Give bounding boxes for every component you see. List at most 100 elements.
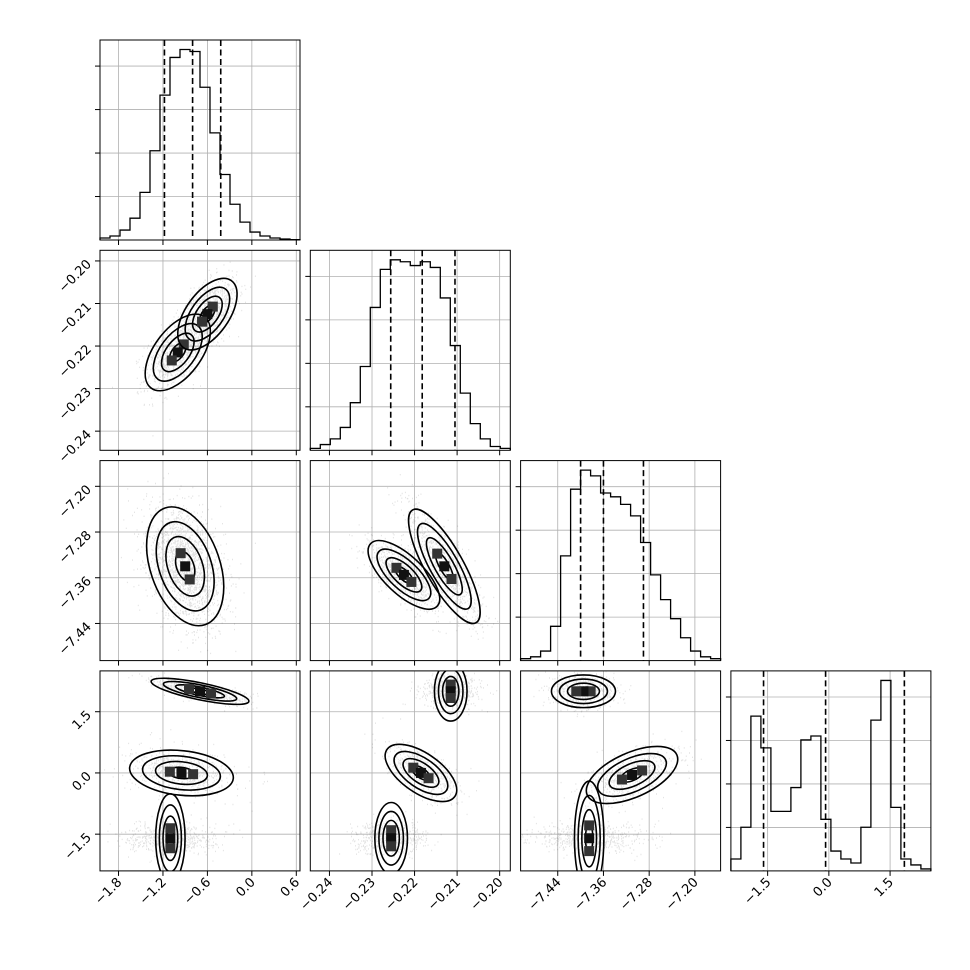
xaxis-2-tick-label-2: −7.28 [617, 875, 656, 914]
hist-0-frame [99, 39, 301, 241]
pair-2-3-mode-0-level-2 [566, 682, 601, 701]
hist-panel-3 [725, 670, 932, 872]
pair-1-2-mode-1-level-0 [407, 508, 481, 625]
pair-0-2-mode-0-peak-0 [175, 548, 186, 559]
pair-0-3-mode-2-peak-1 [165, 833, 176, 844]
pair-1-3-mode-0-peak-2 [445, 693, 456, 704]
xaxis-0-tick-label-1: −1.2 [137, 875, 170, 908]
xaxis-3-tick-label-0: −1.5 [742, 875, 775, 908]
pair-1-3-mode-0-peak-0 [445, 679, 456, 690]
xaxis-2-tick-label-3: −7.20 [663, 875, 702, 914]
pair-1-3-mode-0-peak-1 [445, 686, 456, 697]
pair-1-2-samples [339, 474, 499, 640]
pair-0-3-mode-0-peak-1 [195, 686, 205, 697]
pair-0-1-mode-1-peak-1 [202, 309, 213, 320]
hist-2-frame [520, 460, 722, 662]
pair-0-1-mode-0-peak-1 [172, 347, 183, 358]
pair-1-2-mode-1-peak-2 [446, 574, 457, 585]
pair-1-2-mode-0-level-1 [376, 548, 432, 602]
pair-2-3-mode-2-peak-0 [584, 820, 595, 831]
pair-0-3-mode-0-level-1 [162, 680, 238, 702]
pair-0-2-content [120, 472, 256, 655]
pair-1-2-mode-1-level-1 [416, 522, 472, 610]
xaxis-1-tick-label-1: −0.23 [340, 875, 379, 914]
yaxis-1-tick-label-1: −0.23 [56, 385, 95, 424]
pair-0-1-mode-0-peak-2 [166, 355, 177, 366]
hist-3-bars [730, 679, 932, 871]
pair-2-3-mode-1-level-1 [596, 752, 668, 798]
pair-1-3-content [339, 670, 498, 871]
pair-0-1-panel [99, 249, 301, 451]
pair-0-2-panel [99, 460, 301, 662]
xaxis-1-tick-label-4: −0.20 [468, 875, 507, 914]
yaxis-3-tick-label-0: −1.5 [62, 830, 95, 863]
pair-0-2-mode-0-peak-1 [180, 561, 191, 572]
pair-2-3-mode-2-level-0 [573, 780, 605, 871]
yaxis-3-tick-label-2: 1.5 [70, 708, 95, 733]
pair-0-3-mode-1-level-0 [128, 749, 235, 797]
pair-0-2-mode-0-level-1 [155, 520, 215, 612]
yaxis-1-tick-label-3: −0.21 [56, 300, 95, 339]
pair-1-2-mode-0-peak-1 [398, 569, 409, 580]
pair-2-3-mode-1-peak-1 [627, 769, 638, 780]
xaxis-1-tick-label-0: −0.24 [297, 875, 336, 914]
pair-0-3-mode-2-level-1 [158, 804, 183, 871]
pair-2-3-mode-0-peak-1 [578, 686, 589, 697]
pair-0-1-frame [99, 249, 301, 451]
xaxis-0-tick-label-4: 0.6 [278, 875, 303, 900]
pair-0-3-mode-1-level-1 [141, 754, 222, 791]
pair-1-3-mode-1-level-1 [393, 750, 449, 796]
pair-0-1-mode-1-level-0 [176, 277, 238, 351]
pair-2-3-mode-2-level-2 [581, 808, 598, 868]
pair-2-3-frame [520, 670, 722, 872]
pair-0-3-mode-1-peak-0 [164, 766, 175, 777]
pair-2-3-mode-2-peak-1 [584, 833, 595, 844]
xaxis-1-tick-label-3: −0.21 [425, 875, 464, 914]
pair-1-2-frame [309, 460, 511, 662]
pair-1-2-mode-0-peak-2 [406, 576, 417, 587]
xaxis-0-tick-label-3: 0.0 [233, 875, 258, 900]
pair-1-2-mode-1-peak-1 [439, 561, 450, 572]
xaxis-3-tick-label-1: 0.0 [810, 875, 835, 900]
pair-1-3-panel [309, 670, 511, 872]
pair-0-3-mode-2-peak-0 [165, 843, 176, 854]
pair-1-2-mode-0-level-0 [367, 539, 441, 610]
pair-0-2-mode-0-peak-2 [184, 574, 195, 585]
hist-panel-0 [95, 39, 301, 241]
pair-0-1-mode-1-level-1 [184, 286, 231, 342]
pair-1-2-mode-0-peak-0 [391, 562, 402, 573]
pair-1-3-mode-2-level-2 [382, 819, 401, 857]
hist-panel-2 [515, 460, 722, 662]
pair-0-3-mode-0-level-0 [150, 677, 250, 706]
pair-0-1-mode-1-peak-0 [207, 301, 218, 312]
pair-1-2-mode-0-level-2 [385, 556, 423, 593]
pair-1-2-content [339, 474, 499, 640]
pair-1-3-mode-1-peak-1 [415, 767, 426, 778]
pair-0-1-mode-0-level-2 [160, 332, 195, 373]
pair-2-3-content [520, 671, 702, 871]
pair-1-2-panel [309, 460, 511, 662]
xaxis-2-tick-label-0: −7.44 [526, 875, 565, 914]
pair-1-3-mode-2-level-0 [374, 801, 409, 871]
pair-0-1-mode-0-peak-0 [178, 339, 189, 350]
pair-2-3-mode-1-level-2 [608, 759, 656, 791]
pair-1-3-mode-2-peak-2 [386, 841, 397, 852]
pair-0-3-mode-0-peak-2 [205, 688, 216, 699]
hist-1-bars [309, 259, 511, 451]
pair-0-3-mode-2-peak-2 [165, 823, 176, 834]
hist-2-bars [519, 469, 722, 661]
hist-1-frame [309, 249, 511, 451]
pair-1-3-mode-1-level-0 [384, 743, 458, 803]
pair-0-3-mode-1-level-2 [154, 760, 209, 786]
yaxis-1-tick-label-4: −0.20 [56, 257, 95, 296]
pair-2-3-mode-1-peak-0 [637, 765, 648, 776]
pair-2-3-mode-2-level-1 [577, 794, 601, 871]
pair-1-3-frame [309, 670, 511, 872]
pair-0-3-mode-0-peak-0 [184, 684, 195, 695]
pair-2-3-mode-0-level-1 [558, 678, 609, 705]
pair-1-3-mode-0-level-0 [433, 670, 468, 722]
pair-0-3-mode-2-level-2 [162, 815, 179, 862]
yaxis-2-tick-label-0: −7.44 [56, 620, 95, 659]
pair-2-3-mode-0-peak-2 [571, 686, 582, 697]
